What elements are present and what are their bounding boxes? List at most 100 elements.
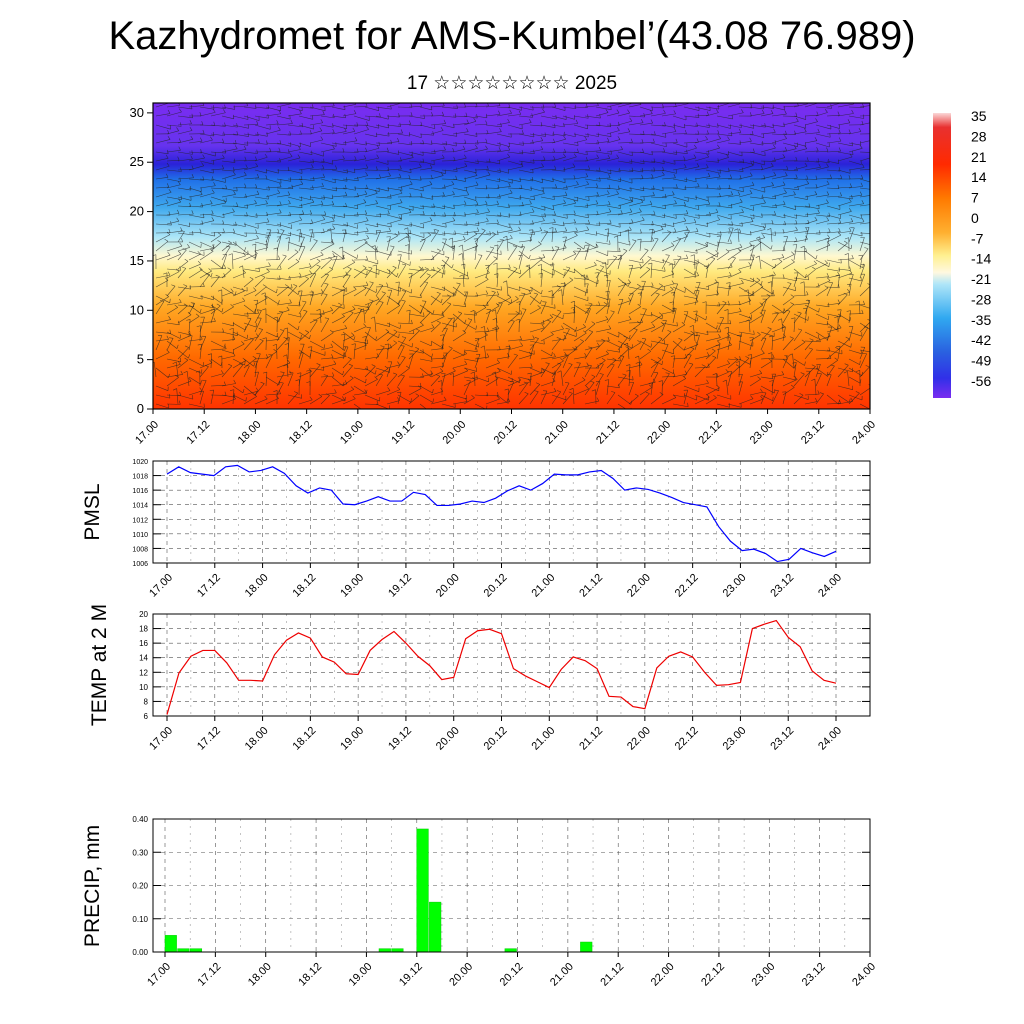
wind-barb: [155, 335, 163, 351]
wind-barb: [243, 322, 257, 328]
wind-barb: [166, 364, 181, 369]
wind-barb-flag: [464, 302, 467, 307]
wind-barb: [694, 203, 710, 207]
wind-barb: [397, 340, 413, 348]
wind-barb: [573, 388, 589, 396]
wind-barb-flag: [875, 230, 876, 234]
wind-barb: [793, 358, 805, 366]
wind-barb: [661, 124, 675, 128]
wind-barb-flag: [375, 336, 378, 341]
wind-barb: [364, 356, 379, 360]
wind-barb: [661, 322, 678, 327]
wind-barb-flag: [266, 140, 268, 145]
wind-barb: [419, 312, 431, 324]
wind-barb: [793, 115, 806, 120]
wind-barb: [848, 310, 851, 324]
wind-barb: [353, 267, 367, 279]
wind-barb-flag: [177, 156, 180, 161]
wind-barb-flag: [806, 180, 810, 184]
wind-barb: [309, 260, 321, 270]
wind-barb-flag: [492, 231, 496, 235]
wind-barb-flag: [379, 301, 384, 303]
wind-barb: [628, 240, 637, 252]
wind-barb-flag: [180, 370, 183, 375]
wind-barb: [760, 241, 772, 250]
wind-barb: [375, 142, 392, 145]
wind-barb-flag: [273, 348, 277, 352]
wind-barb: [540, 317, 553, 324]
wind-barb: [430, 399, 447, 405]
wind-barb: [430, 123, 446, 126]
wind-barb-flag: [346, 274, 351, 276]
wind-barb-flag: [718, 334, 721, 338]
wind-barb-flag: [783, 308, 786, 313]
wind-barb-flag: [670, 355, 675, 357]
wind-barb: [738, 140, 752, 144]
wind-barb: [452, 332, 466, 342]
wind-barb: [639, 362, 641, 378]
wind-barb-flag: [685, 254, 689, 259]
wind-barb-flag: [546, 319, 551, 322]
wind-barb: [265, 376, 280, 386]
wind-barb: [375, 213, 390, 216]
wind-barb-flag: [200, 137, 203, 142]
wind-barb-flag: [522, 308, 527, 310]
wind-barb-flag: [212, 244, 215, 249]
wind-barb-flag: [297, 372, 302, 374]
wind-barb: [265, 129, 281, 135]
wind-barb: [760, 113, 774, 117]
wind-barb: [507, 230, 521, 234]
wind-barb: [188, 140, 203, 144]
wind-barb: [408, 330, 420, 342]
wind-barb: [474, 304, 489, 306]
y-tick-label: 1018: [132, 474, 148, 481]
wind-barb-flag: [717, 340, 721, 345]
wind-barb: [749, 391, 763, 396]
wind-barb-flag: [388, 227, 391, 232]
cross-x-tick-label: 24.00: [850, 419, 878, 447]
wind-barb-flag: [771, 219, 774, 224]
wind-barb: [319, 309, 322, 324]
wind-barb-flag: [177, 181, 181, 185]
wind-barb: [551, 133, 566, 136]
wind-barb-flag: [818, 308, 820, 313]
wind-barb: [672, 355, 676, 369]
wind-barb-flag: [168, 188, 172, 193]
wind-barb-flag: [784, 110, 787, 115]
wind-barb-flag: [233, 105, 236, 110]
wind-barb: [661, 245, 675, 252]
wind-barb: [232, 322, 246, 331]
wind-barb-flag: [674, 199, 677, 204]
wind-barb: [595, 223, 612, 225]
wind-barb: [760, 392, 767, 405]
wind-barb: [175, 361, 179, 378]
x-tick-label: 17.12: [195, 725, 223, 753]
wind-barb: [760, 196, 776, 200]
wind-barb-flag: [861, 218, 865, 223]
wind-barb-flag: [773, 171, 777, 176]
wind-barb: [199, 220, 214, 225]
wind-barb-flag: [640, 198, 644, 203]
wind-barb-flag: [341, 313, 345, 317]
wind-barb: [320, 187, 337, 192]
wind-barb: [683, 385, 699, 392]
wind-barb: [276, 142, 291, 147]
wind-barb-flag: [485, 185, 488, 190]
wind-barb: [727, 246, 743, 252]
wind-barb: [782, 177, 798, 180]
x-tick-label: 23.00: [749, 961, 777, 989]
wind-barb: [561, 289, 564, 306]
wind-barb-flag: [397, 361, 400, 366]
wind-barb: [364, 115, 381, 118]
wind-barb: [628, 293, 634, 306]
wind-barb: [276, 169, 290, 172]
wind-barb: [759, 236, 762, 252]
wind-barb-flag: [293, 391, 298, 394]
wind-barb: [727, 250, 742, 261]
wind-barb-flag: [858, 127, 862, 132]
wind-barb-flag: [774, 264, 776, 269]
wind-barb-flag: [759, 312, 764, 316]
wind-barb: [716, 394, 731, 400]
wind-barb-flag: [533, 230, 535, 235]
wind-barb: [562, 222, 576, 225]
